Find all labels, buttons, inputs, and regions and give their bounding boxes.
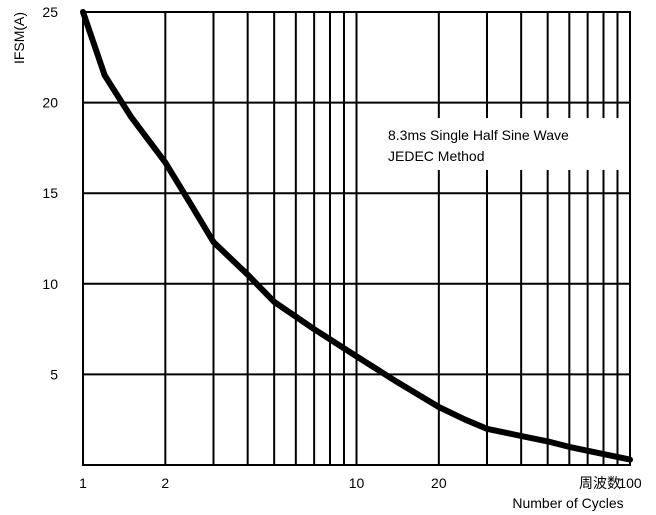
- y-tick-label: 20: [42, 95, 58, 111]
- tick-labels: 5 10 15 20 25 1 2 10 20 100: [42, 4, 641, 491]
- y-axis-label: IFSM(A): [11, 12, 27, 64]
- axes: [82, 11, 631, 466]
- ifsm-curve: [80, 9, 633, 463]
- y-tick-label: 10: [42, 276, 58, 292]
- y-tick-label: 25: [42, 4, 58, 20]
- x-tick-label: 20: [431, 475, 447, 491]
- annotation-line-2: JEDEC Method: [388, 148, 484, 164]
- x-tick-label: 2: [161, 475, 169, 491]
- annotation-line-1: 8.3ms Single Half Sine Wave: [388, 127, 569, 143]
- x-tick-label: 1: [79, 475, 87, 491]
- data-series: [80, 9, 633, 463]
- plot-frame: [82, 11, 631, 466]
- x-axis-label: Number of Cycles: [512, 495, 623, 511]
- annotation-mask: [372, 118, 624, 170]
- grid: [83, 11, 630, 465]
- x-axis-label-cn: 周波数: [579, 475, 621, 491]
- x-tick-label: 10: [349, 475, 365, 491]
- y-tick-label: 5: [50, 366, 58, 382]
- y-tick-label: 15: [42, 185, 58, 201]
- x-tick-label: 100: [618, 475, 642, 491]
